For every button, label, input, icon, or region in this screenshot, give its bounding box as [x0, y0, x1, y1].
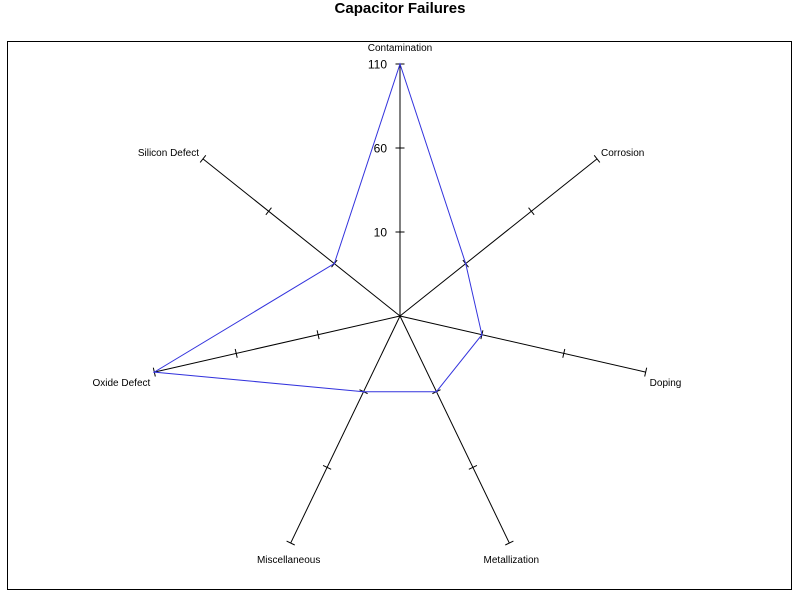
chart-title: Capacitor Failures [334, 0, 466, 17]
tick-mark-doping-2 [644, 367, 648, 377]
spoke-label-silicon-defect: Silicon Defect [138, 148, 199, 159]
spoke-label-contamination: Contamination [368, 43, 432, 54]
tick-mark-corrosion-2 [593, 155, 601, 163]
tick-mark-doping-1 [562, 348, 566, 358]
plot-frame [7, 41, 792, 590]
spoke-label-metallization: Metallization [484, 555, 540, 566]
data-point-contamination [399, 63, 401, 65]
tick-mark-miscellaneous-2 [286, 540, 295, 546]
spoke-label-miscellaneous: Miscellaneous [257, 555, 320, 566]
tick-mark-metallization-1 [468, 464, 478, 470]
spoke-label-doping: Doping [650, 378, 682, 389]
data-point-corrosion [464, 262, 467, 265]
spoke-silicon-defect [202, 158, 401, 317]
spoke-label-oxide-defect: Oxide Defect [93, 378, 151, 389]
data-point-miscellaneous [362, 390, 365, 393]
tick-mark-oxide-defect-0 [316, 330, 320, 340]
series-polygon-0 [152, 62, 483, 393]
spoke-corrosion [399, 158, 598, 317]
tick-mark-silicon-defect-1 [265, 207, 272, 216]
tick-label-10: 10 [374, 226, 388, 240]
tick-label-110: 110 [368, 58, 387, 72]
tick-mark-oxide-defect-1 [234, 348, 238, 358]
data-point-oxide-defect [153, 371, 156, 373]
data-point-metallization [435, 390, 438, 393]
spoke-metallization [399, 315, 510, 544]
tick-mark-miscellaneous-1 [322, 464, 332, 470]
tick-label-60: 60 [374, 142, 388, 156]
tick-mark-metallization-2 [505, 540, 514, 546]
spoke-doping [399, 315, 646, 373]
data-point-doping [481, 333, 483, 336]
spoke-oxide-defect [154, 315, 401, 373]
spoke-miscellaneous [290, 315, 401, 544]
tick-mark-corrosion-1 [528, 207, 535, 216]
data-point-silicon-defect [333, 262, 336, 265]
spoke-label-corrosion: Corrosion [601, 148, 644, 159]
tick-mark-silicon-defect-2 [199, 155, 207, 163]
